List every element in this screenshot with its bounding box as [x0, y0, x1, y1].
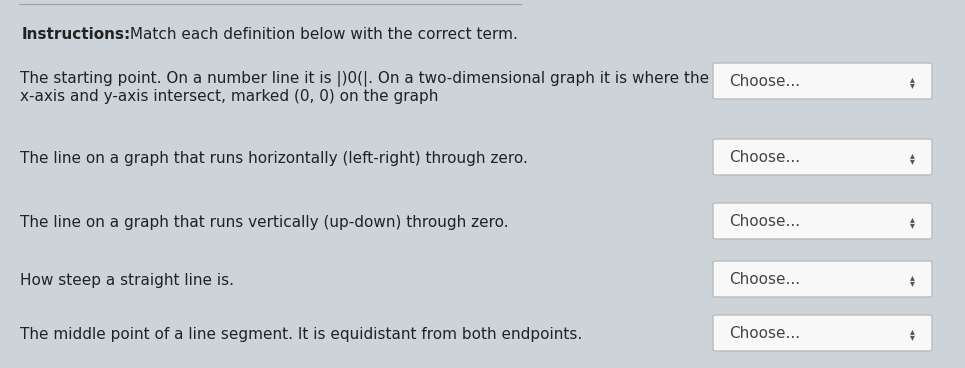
FancyBboxPatch shape — [713, 63, 932, 99]
Text: ▴: ▴ — [910, 74, 915, 84]
Text: Instructions:: Instructions: — [21, 26, 130, 42]
Text: ▾: ▾ — [910, 332, 915, 342]
FancyBboxPatch shape — [713, 261, 932, 297]
FancyBboxPatch shape — [713, 315, 932, 351]
FancyBboxPatch shape — [713, 203, 932, 239]
FancyBboxPatch shape — [713, 139, 932, 175]
Text: ▾: ▾ — [910, 278, 915, 288]
Text: Choose...: Choose... — [729, 74, 800, 88]
Text: Choose...: Choose... — [729, 272, 800, 287]
Text: Choose...: Choose... — [729, 149, 800, 164]
Text: ▴: ▴ — [910, 214, 915, 224]
Text: ▴: ▴ — [910, 326, 915, 336]
Text: ▴: ▴ — [910, 150, 915, 160]
Text: How steep a straight line is.: How steep a straight line is. — [20, 273, 234, 288]
Text: The starting point. On a number line it is |)0(|. On a two-dimensional graph it : The starting point. On a number line it … — [20, 71, 709, 87]
Text: ▾: ▾ — [910, 80, 915, 90]
Text: ▾: ▾ — [910, 220, 915, 230]
Text: The middle point of a line segment. It is equidistant from both endpoints.: The middle point of a line segment. It i… — [20, 327, 582, 342]
Text: Choose...: Choose... — [729, 213, 800, 229]
Text: Match each definition below with the correct term.: Match each definition below with the cor… — [125, 26, 518, 42]
Text: ▴: ▴ — [910, 272, 915, 282]
Text: Choose...: Choose... — [729, 326, 800, 340]
Text: The line on a graph that runs horizontally (left-right) through zero.: The line on a graph that runs horizontal… — [20, 151, 528, 166]
Text: The line on a graph that runs vertically (up-down) through zero.: The line on a graph that runs vertically… — [20, 215, 509, 230]
Text: x-axis and y-axis intersect, marked (0, 0) on the graph: x-axis and y-axis intersect, marked (0, … — [20, 89, 438, 104]
Text: ▾: ▾ — [910, 156, 915, 166]
